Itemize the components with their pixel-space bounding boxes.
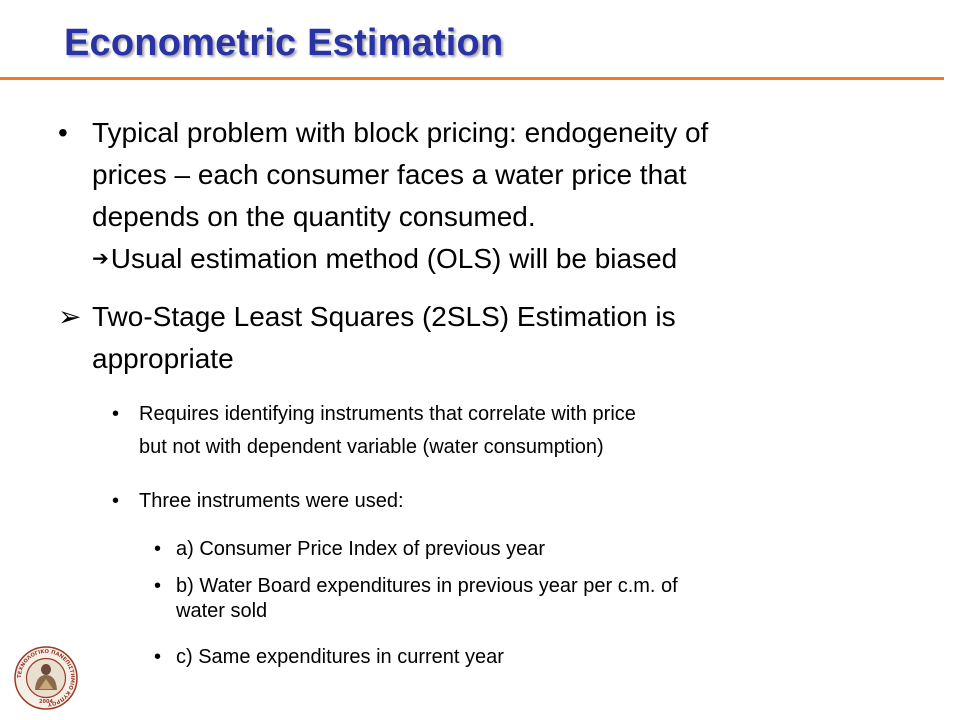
university-seal-logo: ΤΕΧΝΟΛΟΓΙΚΟ ΠΑΝΕΠΙΣΤΗΜΙΟ ΚΥΠΡΟΥ 2004	[14, 646, 78, 710]
implies-arrow-icon: ➔	[92, 248, 109, 270]
bullet-icon: •	[112, 403, 120, 425]
sub-bullet-three-instruments: • Three instruments were used:	[112, 485, 852, 518]
bullet-icon: •	[112, 490, 120, 512]
bullet-line: depends on the quantity consumed.	[92, 201, 536, 232]
slide-title: Econometric Estimation	[64, 22, 504, 64]
instrument-b: • b) Water Board expenditures in previou…	[154, 574, 854, 624]
arrow-item-2sls: ➢ Two-Stage Least Squares (2SLS) Estimat…	[58, 296, 848, 380]
bullet-text: Three instruments were used:	[139, 490, 404, 512]
bullet-line: Requires identifying instruments that co…	[139, 403, 636, 425]
bullet-icon: •	[154, 538, 162, 560]
bullet-line: Typical problem with block pricing: endo…	[92, 117, 709, 148]
bullet-icon: •	[154, 575, 162, 597]
bullet-text: a) Consumer Price Index of previous year	[176, 538, 546, 560]
bullet-line: prices – each consumer faces a water pri…	[92, 159, 687, 190]
bullet-line: but not with dependent variable (water c…	[139, 436, 604, 458]
bullet-line: water sold	[176, 600, 268, 622]
bullet-line: appropriate	[92, 343, 234, 374]
instrument-c: • c) Same expenditures in current year	[154, 645, 854, 670]
bullet-line: b) Water Board expenditures in previous …	[176, 575, 678, 597]
bullet-line: Two-Stage Least Squares (2SLS) Estimatio…	[92, 301, 676, 332]
implication-text: Usual estimation method (OLS) will be bi…	[110, 243, 678, 274]
bullet-text: c) Same expenditures in current year	[176, 646, 504, 668]
sub-bullet-instruments-requirement: • Requires identifying instruments that …	[112, 398, 852, 464]
title-divider	[0, 77, 944, 80]
arrow-bullet-icon: ➢	[58, 301, 82, 332]
logo-year: 2004	[39, 699, 53, 705]
bullet-endogeneity: • Typical problem with block pricing: en…	[58, 112, 848, 280]
bullet-icon: •	[154, 646, 162, 668]
instrument-a: • a) Consumer Price Index of previous ye…	[154, 537, 854, 562]
bullet-icon: •	[58, 117, 68, 148]
